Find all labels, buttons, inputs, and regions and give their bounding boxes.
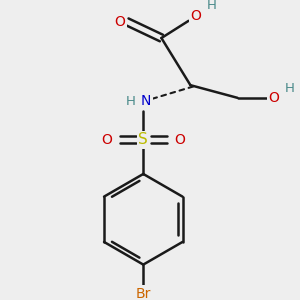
Text: H: H xyxy=(285,82,295,95)
Text: Br: Br xyxy=(136,287,151,300)
Text: S: S xyxy=(138,132,148,147)
Text: O: O xyxy=(114,15,125,29)
Text: N: N xyxy=(141,94,151,109)
Text: O: O xyxy=(174,133,185,146)
Text: H: H xyxy=(207,0,217,12)
Text: O: O xyxy=(268,91,279,105)
Text: O: O xyxy=(190,9,201,23)
Text: O: O xyxy=(102,133,112,146)
Text: H: H xyxy=(126,95,136,108)
